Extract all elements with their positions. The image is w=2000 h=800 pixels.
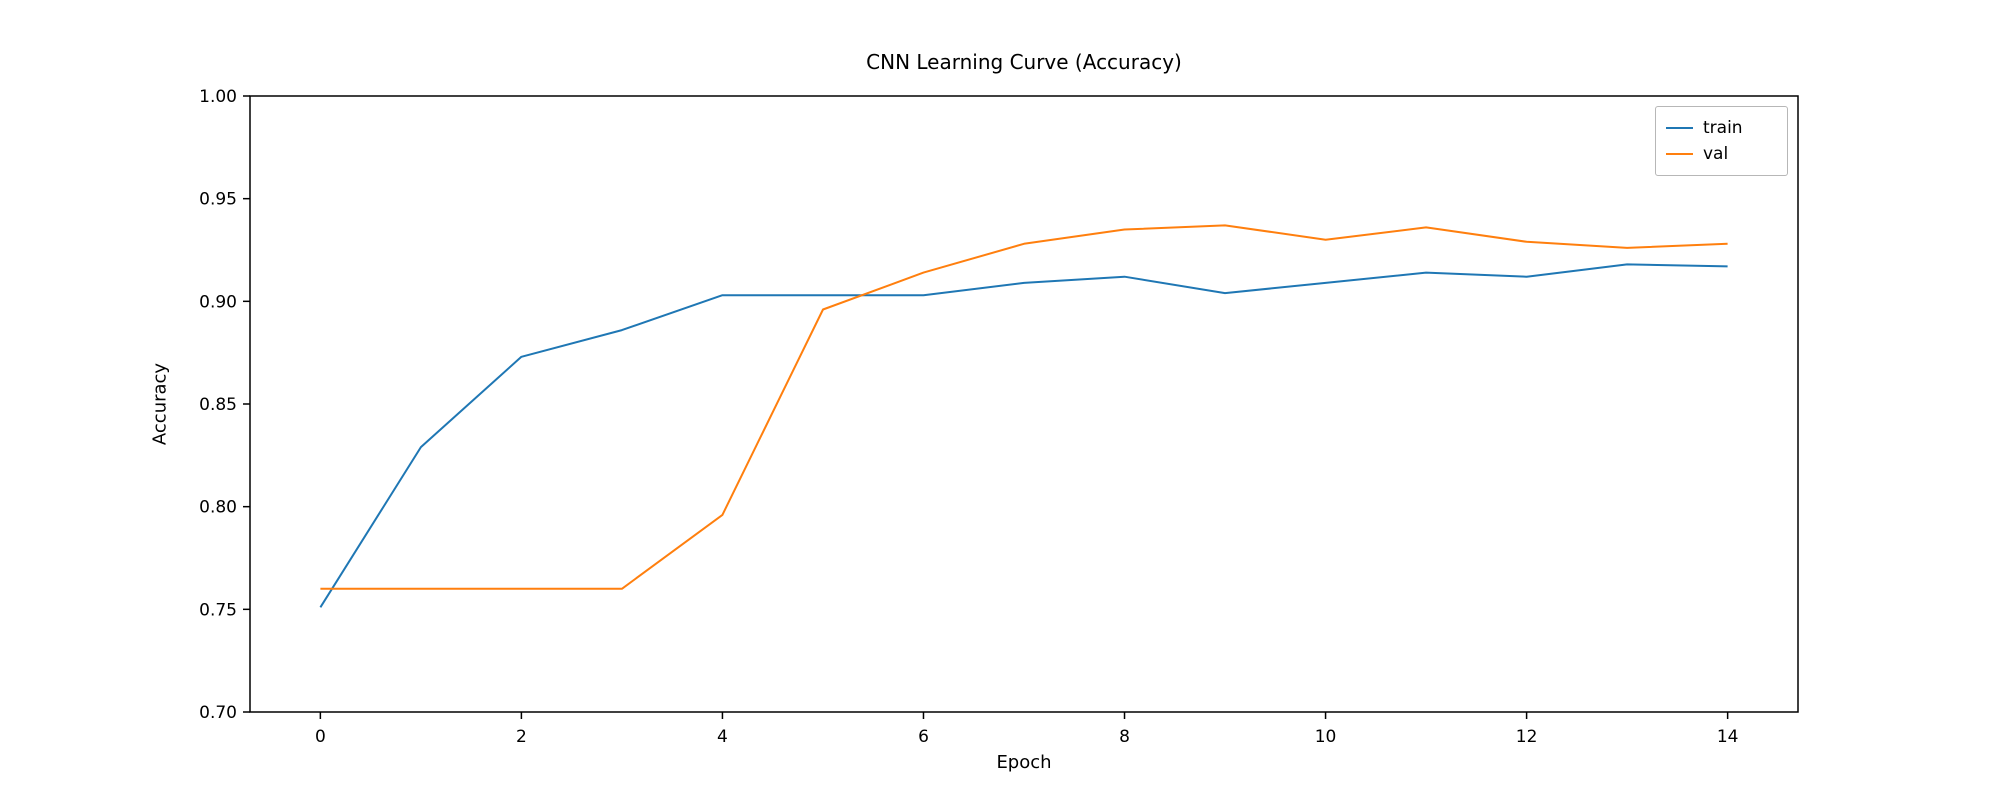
y-tick-label: 0.80 <box>199 498 237 518</box>
y-axis-label: Accuracy <box>149 362 171 446</box>
train-line-swatch <box>1666 127 1693 129</box>
y-tick-label: 0.85 <box>199 395 237 415</box>
x-axis-label: Epoch <box>996 752 1052 773</box>
x-tick-label: 0 <box>315 727 326 747</box>
y-tick-label: 1.00 <box>199 87 237 107</box>
x-tick-label: 4 <box>717 727 728 747</box>
x-tick-label: 10 <box>1315 727 1337 747</box>
legend: train val <box>1655 106 1788 176</box>
x-tick-label: 14 <box>1717 727 1739 747</box>
series-val <box>320 224 1728 590</box>
legend-entry-val: val <box>1666 141 1777 167</box>
plot-border <box>249 95 1799 713</box>
legend-label-train: train <box>1703 118 1743 138</box>
x-tick-label: 8 <box>1119 727 1130 747</box>
y-tick-label: 0.70 <box>199 703 237 723</box>
y-tick-label: 0.90 <box>199 292 237 312</box>
x-tick-label: 12 <box>1516 727 1538 747</box>
chart-title: CNN Learning Curve (Accuracy) <box>866 50 1182 74</box>
series-train <box>319 263 1728 608</box>
x-tick-label: 2 <box>516 727 527 747</box>
val-line-swatch <box>1666 153 1693 155</box>
y-tick-label: 0.95 <box>199 190 237 210</box>
legend-entry-train: train <box>1666 115 1777 141</box>
legend-label-val: val <box>1703 144 1729 164</box>
x-tick-label: 6 <box>918 727 929 747</box>
y-tick-label: 0.75 <box>199 600 237 620</box>
